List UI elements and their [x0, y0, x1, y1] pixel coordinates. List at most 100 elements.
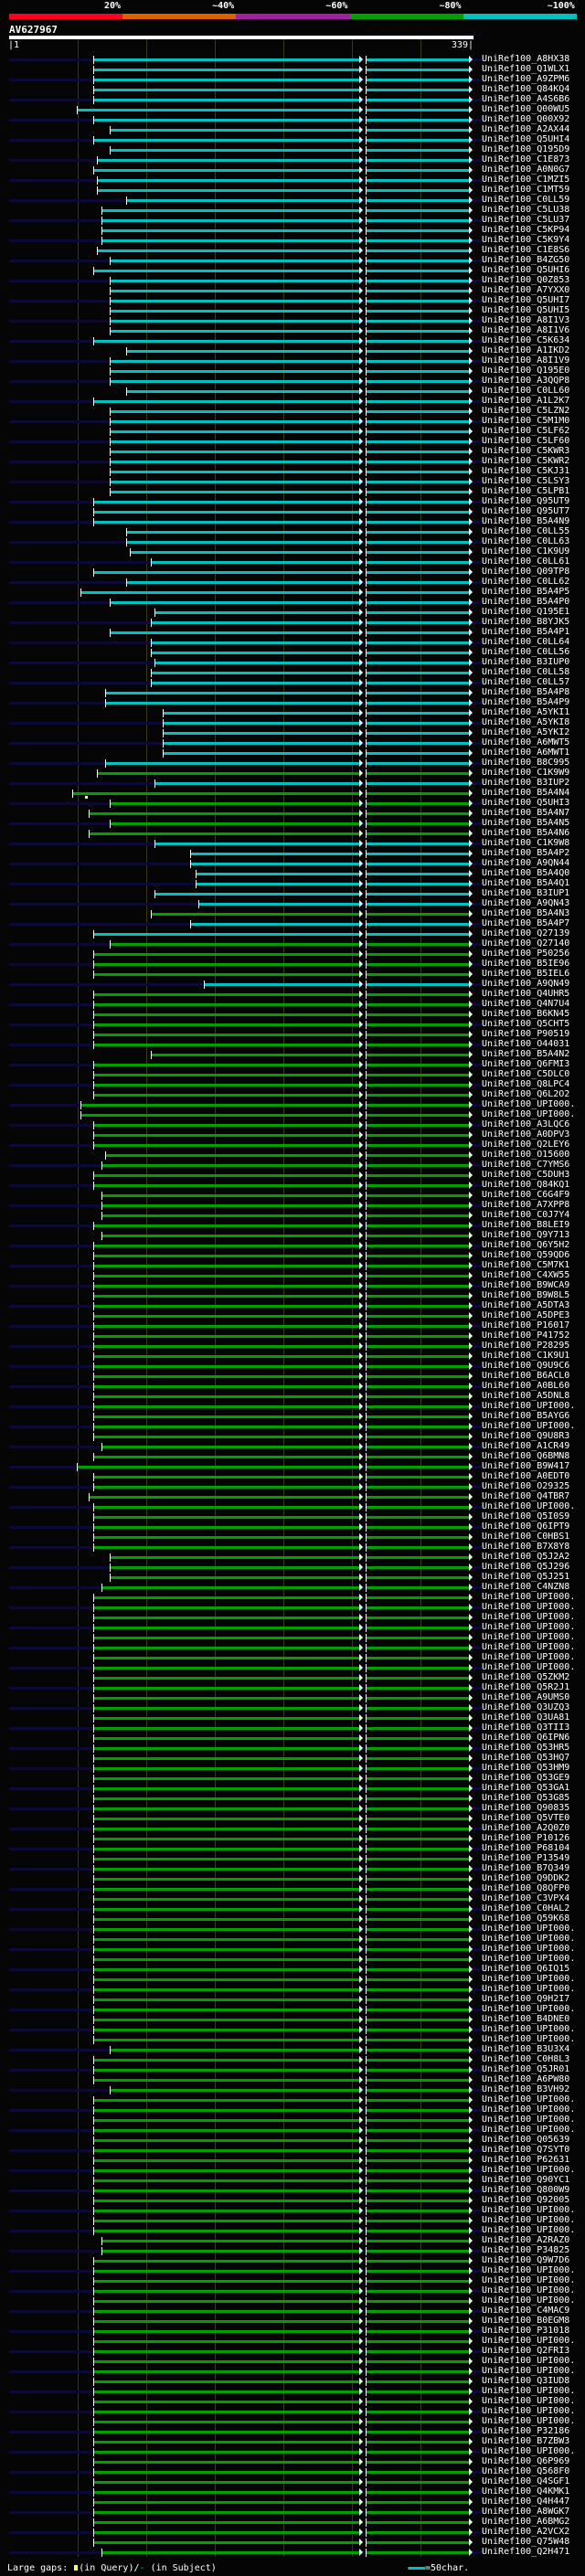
hit-label[interactable]: UniRef100_B8LEI9	[482, 1220, 570, 1230]
hit-label[interactable]: UniRef100_UPI000.	[482, 2446, 576, 2456]
hit-label[interactable]: UniRef100_Q3IUD8	[482, 2376, 570, 2386]
hit-label[interactable]: UniRef100_UPI000.	[482, 2115, 576, 2125]
hit-label[interactable]: UniRef100_B8C995	[482, 758, 570, 768]
hit-label[interactable]: UniRef100_B5A4N2	[482, 1049, 570, 1059]
hit-label[interactable]: UniRef100_A1CR49	[482, 1441, 570, 1451]
hit-label[interactable]: UniRef100_B6KN45	[482, 1009, 570, 1019]
hit-label[interactable]: UniRef100_P28295	[482, 1341, 570, 1351]
hit-label[interactable]: UniRef100_UPI000.	[482, 1612, 576, 1622]
hit-label[interactable]: UniRef100_B3U3X4	[482, 2044, 570, 2054]
hit-label[interactable]: UniRef100_Q5UHI3	[482, 798, 570, 808]
hit-label[interactable]: UniRef100_UPI000.	[482, 2215, 576, 2225]
hit-label[interactable]: UniRef100_C1K9U9	[482, 546, 570, 557]
hit-label[interactable]: UniRef100_UPI000.	[482, 1099, 576, 1109]
hit-label[interactable]: UniRef100_Q9Y713	[482, 1230, 570, 1240]
hit-label[interactable]: UniRef100_B5IEL6	[482, 969, 570, 979]
hit-label[interactable]: UniRef100_A6MWT5	[482, 737, 570, 747]
hit-label[interactable]: UniRef100_P10126	[482, 1833, 570, 1843]
hit-label[interactable]: UniRef100_Q195D9	[482, 144, 570, 154]
hit-label[interactable]: UniRef100_Q8QFP0	[482, 1883, 570, 1893]
hit-label[interactable]: UniRef100_Q05639	[482, 2135, 570, 2145]
hit-label[interactable]: UniRef100_UPI000.	[482, 2396, 576, 2406]
hit-label[interactable]: UniRef100_Q6L2O2	[482, 1089, 570, 1099]
hit-label[interactable]: UniRef100_A5YKI2	[482, 727, 570, 737]
hit-label[interactable]: UniRef100_UPI000.	[482, 2386, 576, 2396]
hit-label[interactable]: UniRef100_B5A4P0	[482, 597, 570, 607]
hit-label[interactable]: UniRef100_C1E873	[482, 154, 570, 164]
hit-label[interactable]: UniRef100_Q95UT9	[482, 496, 570, 506]
hit-label[interactable]: UniRef100_UPI000.	[482, 1401, 576, 1411]
hit-label[interactable]: UniRef100_Q09TP8	[482, 567, 570, 577]
hit-label[interactable]: UniRef100_Q195E1	[482, 607, 570, 617]
hit-label[interactable]: UniRef100_UPI000.	[482, 2165, 576, 2175]
hit-label[interactable]: UniRef100_Q5I0S9	[482, 1511, 570, 1521]
hit-label[interactable]: UniRef100_A8I1V3	[482, 315, 570, 325]
hit-label[interactable]: UniRef100_UPI000.	[482, 2356, 576, 2366]
hit-label[interactable]: UniRef100_Q53G85	[482, 1793, 570, 1803]
hit-label[interactable]: UniRef100_A5YKI8	[482, 717, 570, 727]
hit-label[interactable]: UniRef100_A3LQC6	[482, 1119, 570, 1129]
hit-label[interactable]: UniRef100_C1MT59	[482, 185, 570, 195]
hit-label[interactable]: UniRef100_Q9H2I7	[482, 1994, 570, 2004]
hit-label[interactable]: UniRef100_B7X8Y8	[482, 1542, 570, 1552]
hit-label[interactable]: UniRef100_Q5UHI5	[482, 305, 570, 315]
hit-label[interactable]: UniRef100_Q4KMK1	[482, 2486, 570, 2496]
hit-label[interactable]: UniRef100_UPI000.	[482, 1501, 576, 1511]
hit-label[interactable]: UniRef100_C0LL62	[482, 577, 570, 587]
hit-label[interactable]: UniRef100_Q6P969	[482, 2456, 570, 2466]
hit-label[interactable]: UniRef100_Q53GA1	[482, 1783, 570, 1793]
hit-label[interactable]: UniRef100_B8YJK5	[482, 617, 570, 627]
hit-label[interactable]: UniRef100_A9UMS0	[482, 1692, 570, 1702]
hit-label[interactable]: UniRef100_A6MWT1	[482, 747, 570, 758]
hit-label[interactable]: UniRef100_C0LL64	[482, 637, 570, 647]
hit-label[interactable]: UniRef100_UPI000.	[482, 2125, 576, 2135]
hit-label[interactable]: UniRef100_B4DNE0	[482, 2014, 570, 2024]
hit-label[interactable]: UniRef100_Q2LEY6	[482, 1140, 570, 1150]
hit-label[interactable]: UniRef100_A2RAZ0	[482, 2235, 570, 2245]
hit-label[interactable]: UniRef100_Q6BMN8	[482, 1451, 570, 1461]
hit-label[interactable]: UniRef100_C5LPB1	[482, 486, 570, 496]
hit-label[interactable]: UniRef100_C5DLC0	[482, 1069, 570, 1079]
hit-label[interactable]: UniRef100_Q92005	[482, 2195, 570, 2205]
hit-label[interactable]: UniRef100_A5DPE3	[482, 1310, 570, 1320]
hit-label[interactable]: UniRef100_UPI000.	[482, 2336, 576, 2346]
hit-label[interactable]: UniRef100_UPI000.	[482, 1652, 576, 1662]
hit-label[interactable]: UniRef100_C0LL59	[482, 195, 570, 205]
hit-label[interactable]: UniRef100_P16017	[482, 1320, 570, 1330]
hit-label[interactable]: UniRef100_C5LSY3	[482, 476, 570, 486]
hit-label[interactable]: UniRef100_Q6IPN6	[482, 1733, 570, 1743]
hit-label[interactable]: UniRef100_A0BL60	[482, 1381, 570, 1391]
hit-label[interactable]: UniRef100_O15600	[482, 1150, 570, 1160]
hit-label[interactable]: UniRef100_Q5UHI6	[482, 265, 570, 275]
hit-label[interactable]: UniRef100_B5A4N4	[482, 788, 570, 798]
hit-label[interactable]: UniRef100_B5A4P7	[482, 918, 570, 928]
hit-label[interactable]: UniRef100_B5A4P9	[482, 697, 570, 707]
hit-label[interactable]: UniRef100_Q5J2A2	[482, 1552, 570, 1562]
hit-label[interactable]: UniRef100_C0J7Y4	[482, 1210, 570, 1220]
hit-label[interactable]: UniRef100_UPI000.	[482, 1974, 576, 1984]
hit-label[interactable]: UniRef100_A0EDT0	[482, 1471, 570, 1481]
hit-label[interactable]: UniRef100_C0LL61	[482, 557, 570, 567]
hit-label[interactable]: UniRef100_C4MAC9	[482, 2306, 570, 2316]
hit-label[interactable]: UniRef100_UPI000.	[482, 2024, 576, 2034]
hit-label[interactable]: UniRef100_C5K9Y4	[482, 235, 570, 245]
hit-label[interactable]: UniRef100_C1K9W9	[482, 768, 570, 778]
hit-label[interactable]: UniRef100_Q2H471	[482, 2547, 570, 2557]
hit-label[interactable]: UniRef100_C1K9U1	[482, 1351, 570, 1361]
hit-label[interactable]: UniRef100_B5A4N3	[482, 908, 570, 918]
hit-label[interactable]: UniRef100_Q27139	[482, 928, 570, 938]
hit-label[interactable]: UniRef100_Q5VTE0	[482, 1813, 570, 1823]
hit-label[interactable]: UniRef100_C5DUH3	[482, 1170, 570, 1180]
hit-label[interactable]: UniRef100_C0LL55	[482, 526, 570, 536]
hit-label[interactable]: UniRef100_A3QQP8	[482, 376, 570, 386]
hit-label[interactable]: UniRef100_P62631	[482, 2155, 570, 2165]
hit-label[interactable]: UniRef100_B5A4N5	[482, 818, 570, 828]
hit-label[interactable]: UniRef100_Q5R2J1	[482, 1682, 570, 1692]
hit-label[interactable]: UniRef100_Q5J296	[482, 1562, 570, 1572]
hit-label[interactable]: UniRef100_A8WGK7	[482, 2507, 570, 2517]
hit-label[interactable]: UniRef100_Q800W9	[482, 2185, 570, 2195]
hit-label[interactable]: UniRef100_UPI000.	[482, 2205, 576, 2215]
hit-label[interactable]: UniRef100_C1E8S6	[482, 245, 570, 255]
hit-label[interactable]: UniRef100_UPI000.	[482, 2366, 576, 2376]
hit-label[interactable]: UniRef100_Q3UA81	[482, 1712, 570, 1723]
